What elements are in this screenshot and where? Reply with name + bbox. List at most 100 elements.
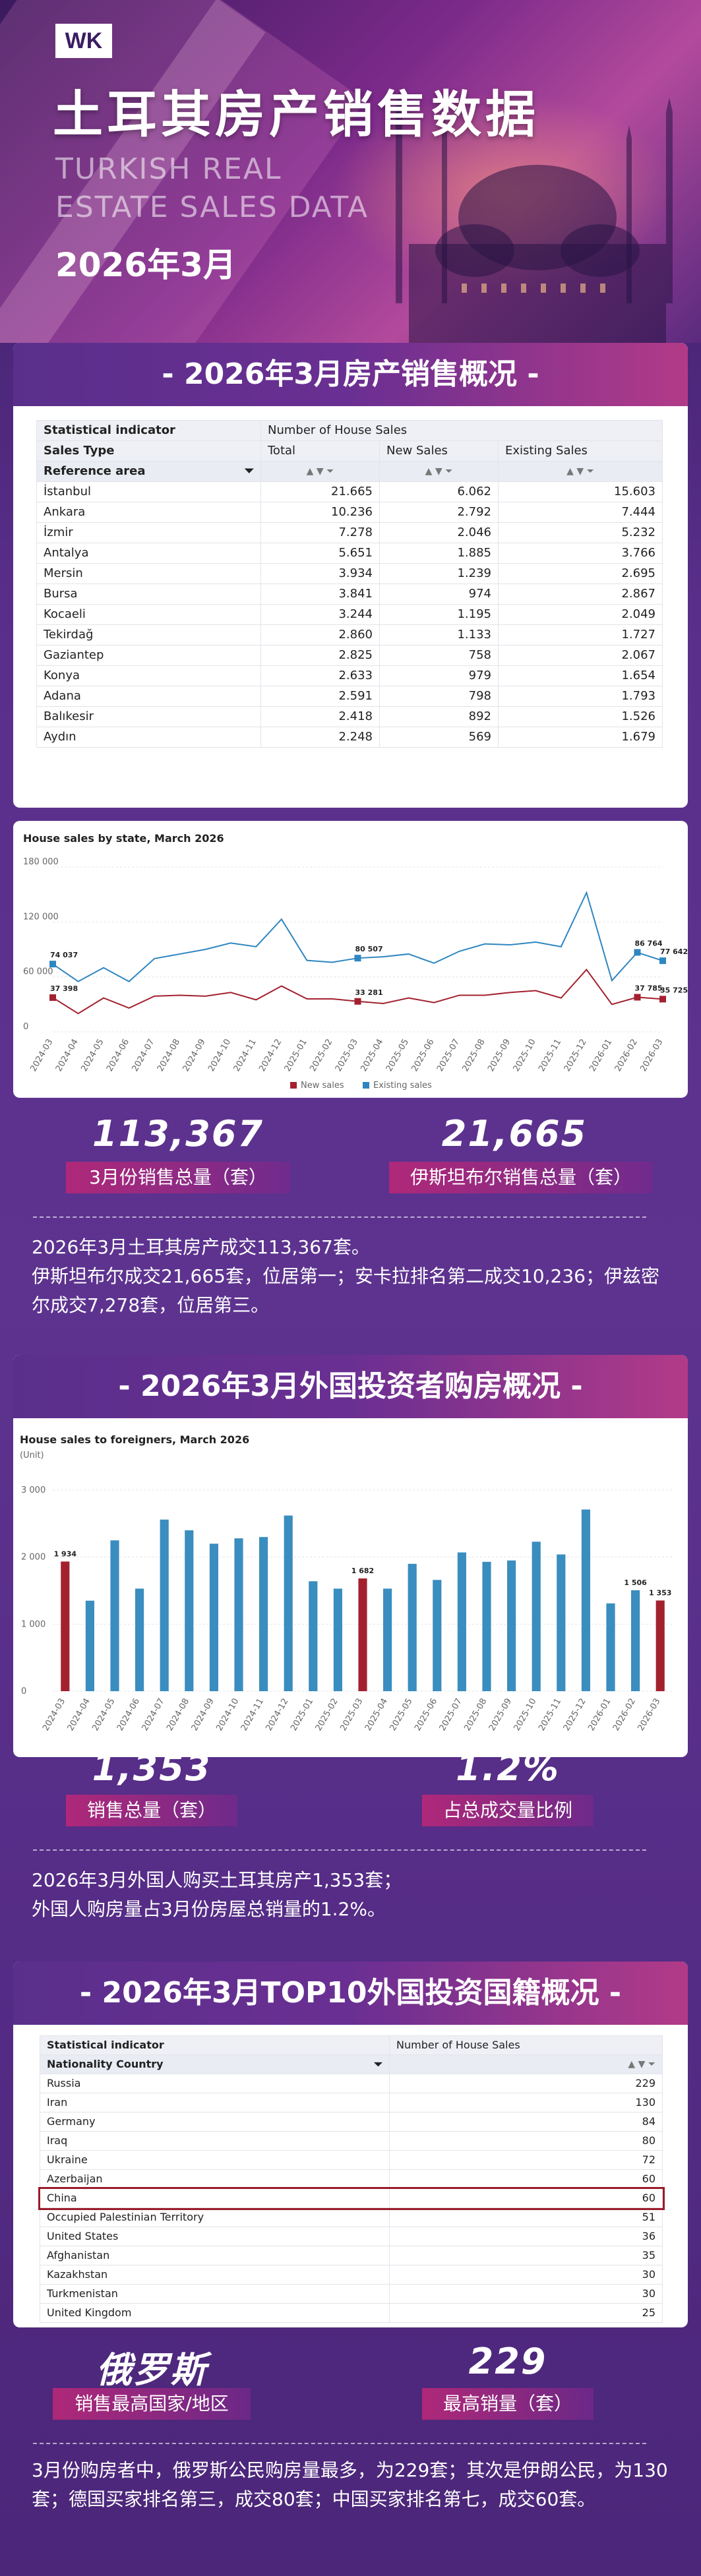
area-cell: Bursa <box>36 584 261 605</box>
area-cell: Gaziantep <box>36 645 261 666</box>
bar <box>631 1590 640 1691</box>
table-row-highlighted: China 60 <box>38 2186 665 2210</box>
sort-desc-icon[interactable]: ▼ <box>638 2059 646 2070</box>
country-cell: Kazakhstan <box>40 2265 390 2285</box>
data-label: 37 398 <box>50 984 78 993</box>
x-tick-label: 2025-04 <box>363 1697 390 1733</box>
table-row: Russia 229 <box>40 2074 663 2093</box>
new-sales-cell: 569 <box>379 727 499 748</box>
total-cell: 3.934 <box>260 563 380 584</box>
filter-icon[interactable]: ⏷ <box>648 2059 655 2070</box>
total-sales-value: 113,367 <box>92 1113 264 1154</box>
x-tick-label: 2024-05 <box>79 1038 106 1074</box>
filter-icon[interactable]: ⏷ <box>445 466 453 477</box>
mosque-silhouette <box>396 92 673 343</box>
top-volume-label: 最高销量（套） <box>422 2388 594 2420</box>
x-tick-label: 2026-01 <box>586 1697 613 1733</box>
y-tick-label: 0 <box>23 1022 28 1032</box>
x-tick-label: 2025-04 <box>359 1038 385 1074</box>
data-point <box>634 994 641 1001</box>
x-tick-label: 2024-08 <box>156 1038 182 1074</box>
sort-controls[interactable]: ▲ ▼ ⏷ <box>389 2054 663 2074</box>
country-cell: United Kingdom <box>40 2303 390 2323</box>
x-tick-label: 2025-05 <box>388 1697 415 1733</box>
x-tick-label: 2025-02 <box>314 1697 340 1733</box>
data-point <box>659 957 666 965</box>
sales-cell: 72 <box>389 2150 663 2170</box>
table-row: United States 36 <box>40 2227 663 2246</box>
total-cell: 2.248 <box>260 727 380 748</box>
table-row: Mersin 3.934 1.239 2.695 <box>36 563 663 584</box>
country-cell: Afghanistan <box>40 2246 390 2265</box>
filter-icon[interactable]: ⏷ <box>326 466 334 477</box>
area-cell: Tekirdağ <box>36 624 261 645</box>
x-tick-label: 2024-04 <box>66 1697 92 1733</box>
total-cell: 2.860 <box>260 624 380 645</box>
x-tick-label: 2025-11 <box>537 1038 563 1074</box>
sales-cell: 30 <box>389 2284 663 2304</box>
x-tick-label: 2025-06 <box>413 1697 439 1733</box>
data-label: 35 725 <box>660 986 688 994</box>
area-cell: Kocaeli <box>36 604 261 625</box>
nationality-header[interactable]: Nationality Country ⏷ <box>40 2054 390 2074</box>
bar <box>135 1588 144 1691</box>
sales-cell: 130 <box>389 2093 663 2112</box>
filter-icon[interactable]: ⏷ <box>586 466 594 477</box>
stat-indicator-value: Number of House Sales <box>389 2035 663 2055</box>
x-tick-label: 2025-08 <box>462 1697 489 1733</box>
foreigner-sales-bar-chart: House sales to foreigners, March 2026 (Un… <box>20 1433 673 1733</box>
sort-desc-icon[interactable]: ▼ <box>316 466 324 477</box>
data-point <box>659 996 666 1003</box>
series-line-existing-sales <box>52 891 663 982</box>
existing-sales-cell: 2.067 <box>498 645 663 666</box>
table-row: Kocaeli 3.244 1.195 2.049 <box>36 604 663 625</box>
table-row: Aydın 2.248 569 1.679 <box>36 727 663 748</box>
legend-swatch <box>363 1082 369 1089</box>
table-row: Tekirdağ 2.860 1.133 1.727 <box>36 624 663 645</box>
y-tick-label: 2 000 <box>21 1553 46 1563</box>
ref-area-header[interactable]: Reference area ⏷ <box>36 461 261 482</box>
area-cell: Mersin <box>36 563 261 584</box>
table-row: Konya 2.633 979 1.654 <box>36 665 663 686</box>
sort-desc-icon[interactable]: ▼ <box>435 466 442 477</box>
data-label: 1 506 <box>624 1578 647 1587</box>
sort-asc-icon[interactable]: ▲ <box>628 2059 636 2070</box>
bar <box>209 1543 218 1691</box>
section2-card: - 2026年3月外国投资者购房概况 - House sales to fore… <box>13 1355 688 1757</box>
summary-line-2: 伊斯坦布尔成交21,665套，位居第一；安卡拉排名第二成交10,236；伊兹密尔… <box>32 1265 659 1316</box>
sort-controls-total[interactable]: ▲ ▼ ⏷ <box>260 461 380 482</box>
area-cell: Balıkesir <box>36 706 261 727</box>
bar <box>482 1561 491 1691</box>
sales-cell: 25 <box>389 2303 663 2323</box>
filter-icon[interactable]: ⏷ <box>374 2058 382 2070</box>
y-tick-label: 60 000 <box>23 967 53 977</box>
bar <box>333 1588 342 1691</box>
x-tick-label: 2025-07 <box>438 1697 464 1733</box>
foreign-share-value: 1.2% <box>456 1747 560 1789</box>
bar <box>61 1561 70 1691</box>
new-sales-cell: 979 <box>379 665 499 686</box>
sort-controls-existing[interactable]: ▲ ▼ ⏷ <box>498 461 663 482</box>
country-cell: Ukraine <box>40 2150 390 2170</box>
col-existing: Existing Sales <box>498 440 663 462</box>
sort-asc-icon[interactable]: ▲ <box>306 466 314 477</box>
data-label: 1 353 <box>649 1588 671 1597</box>
table-row: Azerbaijan 60 <box>40 2169 663 2189</box>
x-tick-label: 2026-03 <box>638 1038 665 1074</box>
sort-desc-icon[interactable]: ▼ <box>576 466 584 477</box>
sort-asc-icon[interactable]: ▲ <box>425 466 433 477</box>
x-tick-label: 2024-09 <box>181 1038 208 1074</box>
x-tick-label: 2025-09 <box>487 1697 514 1733</box>
table-row: Balıkesir 2.418 892 1.526 <box>36 706 663 727</box>
area-cell: İstanbul <box>36 481 261 502</box>
bar <box>532 1542 541 1691</box>
x-tick-label: 2024-11 <box>239 1697 266 1733</box>
sort-controls-new[interactable]: ▲ ▼ ⏷ <box>379 461 499 482</box>
new-sales-cell: 974 <box>379 584 499 605</box>
filter-icon[interactable]: ⏷ <box>244 464 254 478</box>
area-cell: İzmir <box>36 522 261 543</box>
divider <box>33 1849 646 1851</box>
new-sales-cell: 892 <box>379 706 499 727</box>
x-tick-label: 2025-12 <box>563 1038 589 1074</box>
sort-asc-icon[interactable]: ▲ <box>566 466 574 477</box>
